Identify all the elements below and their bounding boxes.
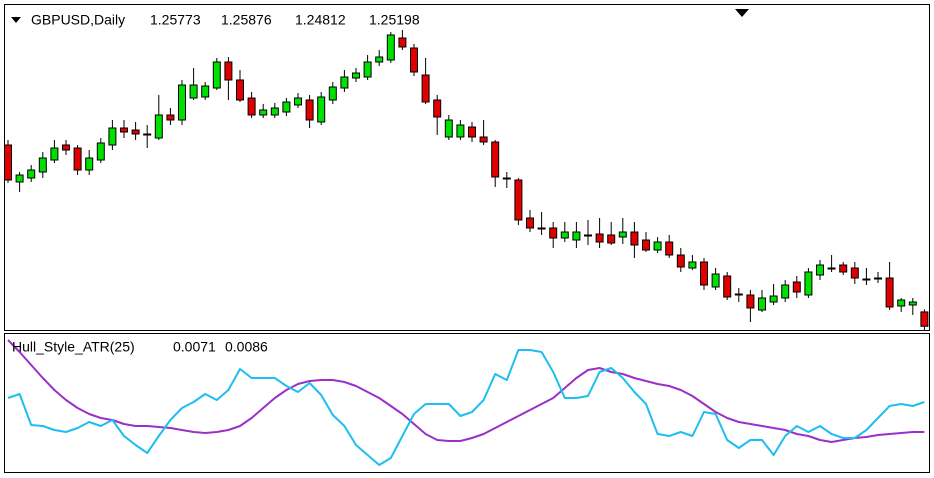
candle-body [328,86,337,101]
candle-body [15,174,24,183]
candle-body [410,47,418,73]
candle-body [270,107,279,116]
candle-body [758,297,766,311]
candle-body [38,157,47,173]
candle-body [804,271,813,296]
candle-body [584,234,592,237]
open-value: 1.25773 [150,12,201,28]
symbol-title: GBPUSD,Daily [31,12,125,28]
candle-body [189,84,198,99]
candle-body [526,217,534,229]
candle-body [769,295,778,303]
indicator-header: Hull_Style_ATR(25) 0.0071 0.0086 [12,339,268,355]
candle-body [375,56,384,63]
candle-body [874,277,882,280]
candle-body [479,136,488,143]
candle-body [595,233,604,243]
candle-body [711,273,720,288]
indicator-plot [7,339,925,466]
candle-body [85,157,94,171]
indicator-panel-frame [4,333,930,473]
candle-body [154,114,163,139]
price-plot [4,30,929,330]
candle-body [398,37,407,48]
candle-body [166,114,175,121]
candle-body [502,177,511,180]
candle-body [352,72,360,79]
high-value: 1.25876 [221,12,272,28]
candle-body [386,34,395,61]
candle-body [642,239,650,251]
candle-body [897,299,906,307]
candle-body [827,267,836,270]
candle-body [862,278,871,281]
indicator-line [7,349,925,466]
indicator-title: Hull_Style_ATR(25) [12,339,135,355]
indicator-value: 0.0071 [173,339,216,355]
candle-body [201,85,210,98]
candle-body [259,109,268,116]
candle-body [549,227,558,239]
header-arrow [11,17,21,23]
candle-body [491,141,500,178]
candle-body [4,144,12,181]
candle-body [143,133,152,136]
candle-body [688,261,697,269]
candle-body [108,127,117,146]
candle-body [50,147,59,161]
candle-body [908,301,917,306]
candle-body [676,254,685,268]
candle-body [317,96,326,123]
close-value: 1.25198 [369,12,420,28]
candle-body [363,61,372,78]
candle-body [224,61,233,81]
candle-body [885,277,894,308]
candle-body [178,84,186,121]
candle-body [444,119,453,138]
candle-body [282,101,291,113]
candle-body [630,231,639,246]
candle-body [294,97,302,106]
candle-body [340,76,349,89]
candle-body [247,97,256,116]
indicator-value: 0.0086 [225,339,268,355]
candle-body [781,284,790,299]
candle-body [572,231,581,241]
candle-body [421,74,430,103]
indicator-line [7,339,925,443]
low-value: 1.24812 [295,12,346,28]
candle-body [120,127,128,133]
candle-body [920,311,929,327]
candle-body [618,231,627,238]
price-header: GBPUSD,Daily 1.25773 1.25876 1.24812 1.2… [11,12,420,28]
shift-marker [735,9,749,17]
candle-body [305,99,314,121]
candle-body [723,275,732,298]
candle-body [653,241,662,251]
candle-body [537,227,546,230]
candle-body [700,261,708,286]
candle-body [212,61,221,89]
candle-body [665,241,674,256]
candle-body [560,231,569,239]
candle-body [792,281,801,293]
candle-body [73,147,82,171]
candle-body [468,126,476,138]
candle-body [734,293,743,296]
candle-body [96,142,105,161]
candle-body [746,294,755,309]
candle-body [850,267,859,279]
candle-body [433,99,442,118]
candle-body [131,129,140,135]
candle-body [839,264,848,273]
candle-body [236,79,244,101]
candle-body [607,234,616,244]
candle-body [514,179,523,221]
candle-body [62,144,70,151]
candle-body [816,264,824,276]
candle-body [27,169,36,179]
candle-body [456,124,465,138]
